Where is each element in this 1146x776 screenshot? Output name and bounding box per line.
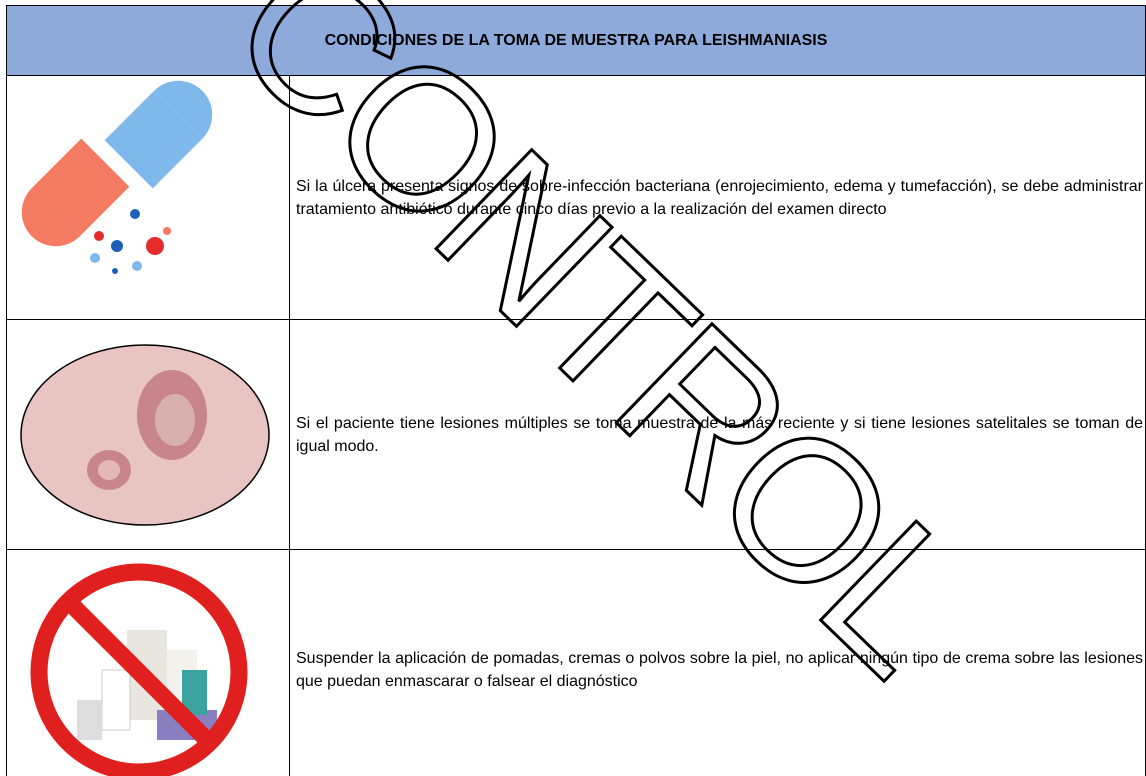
image-cell: [6, 75, 290, 320]
image-cell: [6, 319, 290, 550]
row-text: Suspender la aplicación de pomadas, crem…: [289, 549, 1146, 776]
table-title: CONDICIONES DE LA TOMA DE MUESTRA PARA L…: [6, 5, 1146, 76]
table: CONDICIONES DE LA TOMA DE MUESTRA PARA L…: [6, 5, 1146, 776]
skin-image: [20, 344, 270, 526]
image-cell: [6, 549, 290, 776]
pill-icon: [21, 80, 213, 274]
no-cream-image: [30, 563, 248, 776]
row-text: Si la úlcera presenta signos de sobre-in…: [289, 75, 1146, 320]
row-text: Si el paciente tiene lesiones múltiples …: [289, 319, 1146, 550]
